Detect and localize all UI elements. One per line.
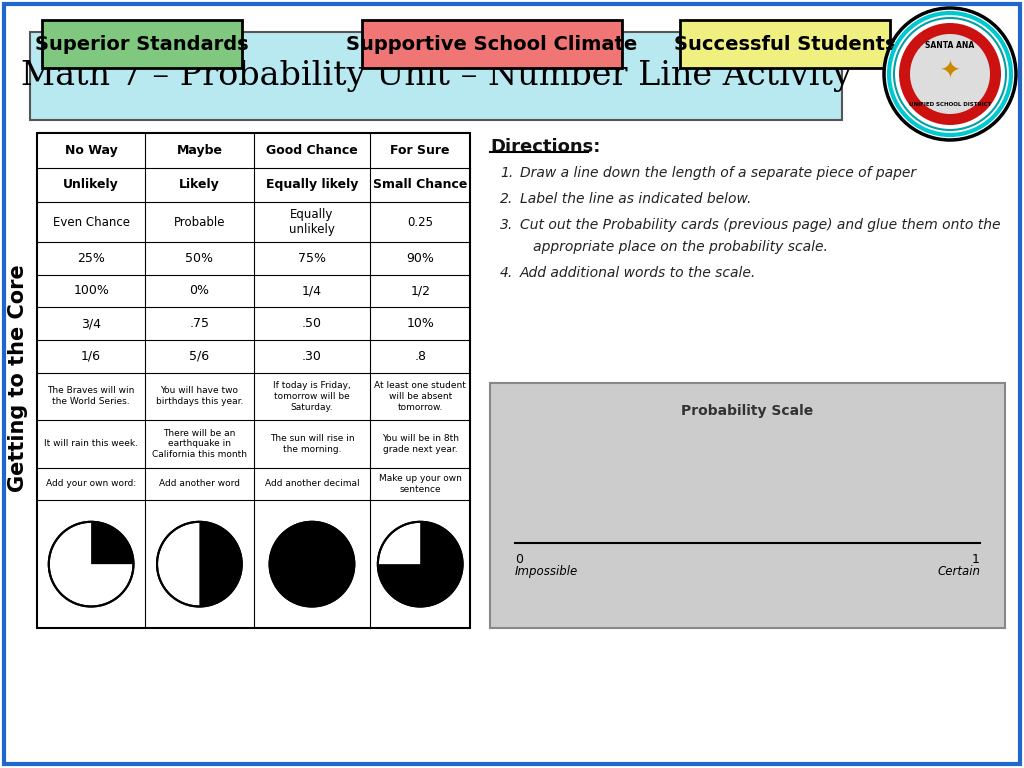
Text: Directions:: Directions:	[490, 138, 600, 156]
Text: Small Chance: Small Chance	[373, 178, 467, 191]
Text: 0: 0	[515, 553, 523, 566]
Text: Make up your own
sentence: Make up your own sentence	[379, 474, 462, 494]
Bar	[362, 20, 622, 68]
Text: .75: .75	[189, 317, 209, 330]
Text: Probability Scale: Probability Scale	[681, 404, 814, 418]
Text: For Sure: For Sure	[390, 144, 450, 157]
Text: Unlikely: Unlikely	[63, 178, 119, 191]
Text: 25%: 25%	[77, 252, 105, 265]
Text: SANTA ANA: SANTA ANA	[926, 41, 975, 51]
Text: Label the line as indicated below.: Label the line as indicated below.	[520, 192, 752, 206]
Text: Superior Standards: Superior Standards	[35, 35, 249, 54]
Text: 4.: 4.	[500, 266, 513, 280]
Text: Math 7 – Probability Unit – Number Line Activity: Math 7 – Probability Unit – Number Line …	[20, 60, 851, 92]
Text: No Way: No Way	[65, 144, 118, 157]
Text: UNIFIED SCHOOL DISTRICT: UNIFIED SCHOOL DISTRICT	[908, 101, 991, 107]
Text: 1/2: 1/2	[411, 284, 430, 297]
Circle shape	[884, 8, 1016, 140]
Text: Probable: Probable	[174, 216, 225, 229]
Text: appropriate place on the probability scale.: appropriate place on the probability sca…	[520, 240, 827, 254]
Wedge shape	[91, 521, 133, 564]
Text: 2.: 2.	[500, 192, 513, 206]
Circle shape	[49, 521, 133, 607]
Text: Add your own word:: Add your own word:	[46, 479, 136, 488]
Text: Add another word: Add another word	[159, 479, 240, 488]
Text: Maybe: Maybe	[176, 144, 222, 157]
Text: 100%: 100%	[73, 284, 110, 297]
Circle shape	[899, 23, 1001, 125]
Text: Certain: Certain	[937, 565, 980, 578]
Bar	[30, 32, 842, 120]
Text: 75%: 75%	[298, 252, 326, 265]
Circle shape	[910, 34, 990, 114]
Bar	[490, 383, 1005, 628]
Circle shape	[269, 521, 354, 607]
Text: Add another decimal: Add another decimal	[264, 479, 359, 488]
Text: You will have two
birthdays this year.: You will have two birthdays this year.	[156, 386, 243, 406]
Text: Add additional words to the scale.: Add additional words to the scale.	[520, 266, 757, 280]
Wedge shape	[269, 521, 354, 607]
Text: Good Chance: Good Chance	[266, 144, 357, 157]
Text: 90%: 90%	[407, 252, 434, 265]
Text: .30: .30	[302, 349, 322, 362]
Text: 1: 1	[972, 553, 980, 566]
Bar	[42, 20, 242, 68]
Text: 3.: 3.	[500, 218, 513, 232]
Bar	[37, 133, 470, 628]
Text: ✦: ✦	[939, 60, 961, 84]
Circle shape	[889, 13, 1011, 135]
Text: Impossible: Impossible	[515, 565, 579, 578]
Text: If today is Friday,
tomorrow will be
Saturday.: If today is Friday, tomorrow will be Sat…	[273, 381, 351, 412]
Text: Equally likely: Equally likely	[266, 178, 358, 191]
Text: Cut out the Probability cards (previous page) and glue them onto the: Cut out the Probability cards (previous …	[520, 218, 1000, 232]
Text: There will be an
earthquake in
California this month: There will be an earthquake in Californi…	[152, 429, 247, 459]
Text: 1.: 1.	[500, 166, 513, 180]
Text: .8: .8	[414, 349, 426, 362]
Text: It will rain this week.: It will rain this week.	[44, 439, 138, 449]
Circle shape	[157, 521, 242, 607]
Text: 3/4: 3/4	[81, 317, 101, 330]
Text: 1/6: 1/6	[81, 349, 101, 362]
Text: Likely: Likely	[179, 178, 220, 191]
Text: Successful Students: Successful Students	[674, 35, 896, 54]
Text: Getting to the Core: Getting to the Core	[8, 264, 28, 492]
Text: .50: .50	[302, 317, 322, 330]
Text: The sun will rise in
the morning.: The sun will rise in the morning.	[269, 434, 354, 454]
Text: At least one student
will be absent
tomorrow.: At least one student will be absent tomo…	[374, 381, 466, 412]
Text: You will be in 8th
grade next year.: You will be in 8th grade next year.	[382, 434, 459, 454]
Text: 0%: 0%	[189, 284, 209, 297]
Text: Draw a line down the length of a separate piece of paper: Draw a line down the length of a separat…	[520, 166, 916, 180]
Circle shape	[894, 18, 1006, 130]
Wedge shape	[378, 521, 463, 607]
Text: 0.25: 0.25	[408, 216, 433, 229]
Text: 10%: 10%	[407, 317, 434, 330]
Wedge shape	[200, 521, 242, 607]
Circle shape	[378, 521, 463, 607]
Text: Equally
unlikely: Equally unlikely	[289, 208, 335, 237]
Text: 5/6: 5/6	[189, 349, 210, 362]
Text: 50%: 50%	[185, 252, 213, 265]
Bar	[680, 20, 890, 68]
Text: Even Chance: Even Chance	[52, 216, 130, 229]
Text: 1/4: 1/4	[302, 284, 322, 297]
Text: Supportive School Climate: Supportive School Climate	[346, 35, 638, 54]
Text: The Braves will win
the World Series.: The Braves will win the World Series.	[47, 386, 135, 406]
